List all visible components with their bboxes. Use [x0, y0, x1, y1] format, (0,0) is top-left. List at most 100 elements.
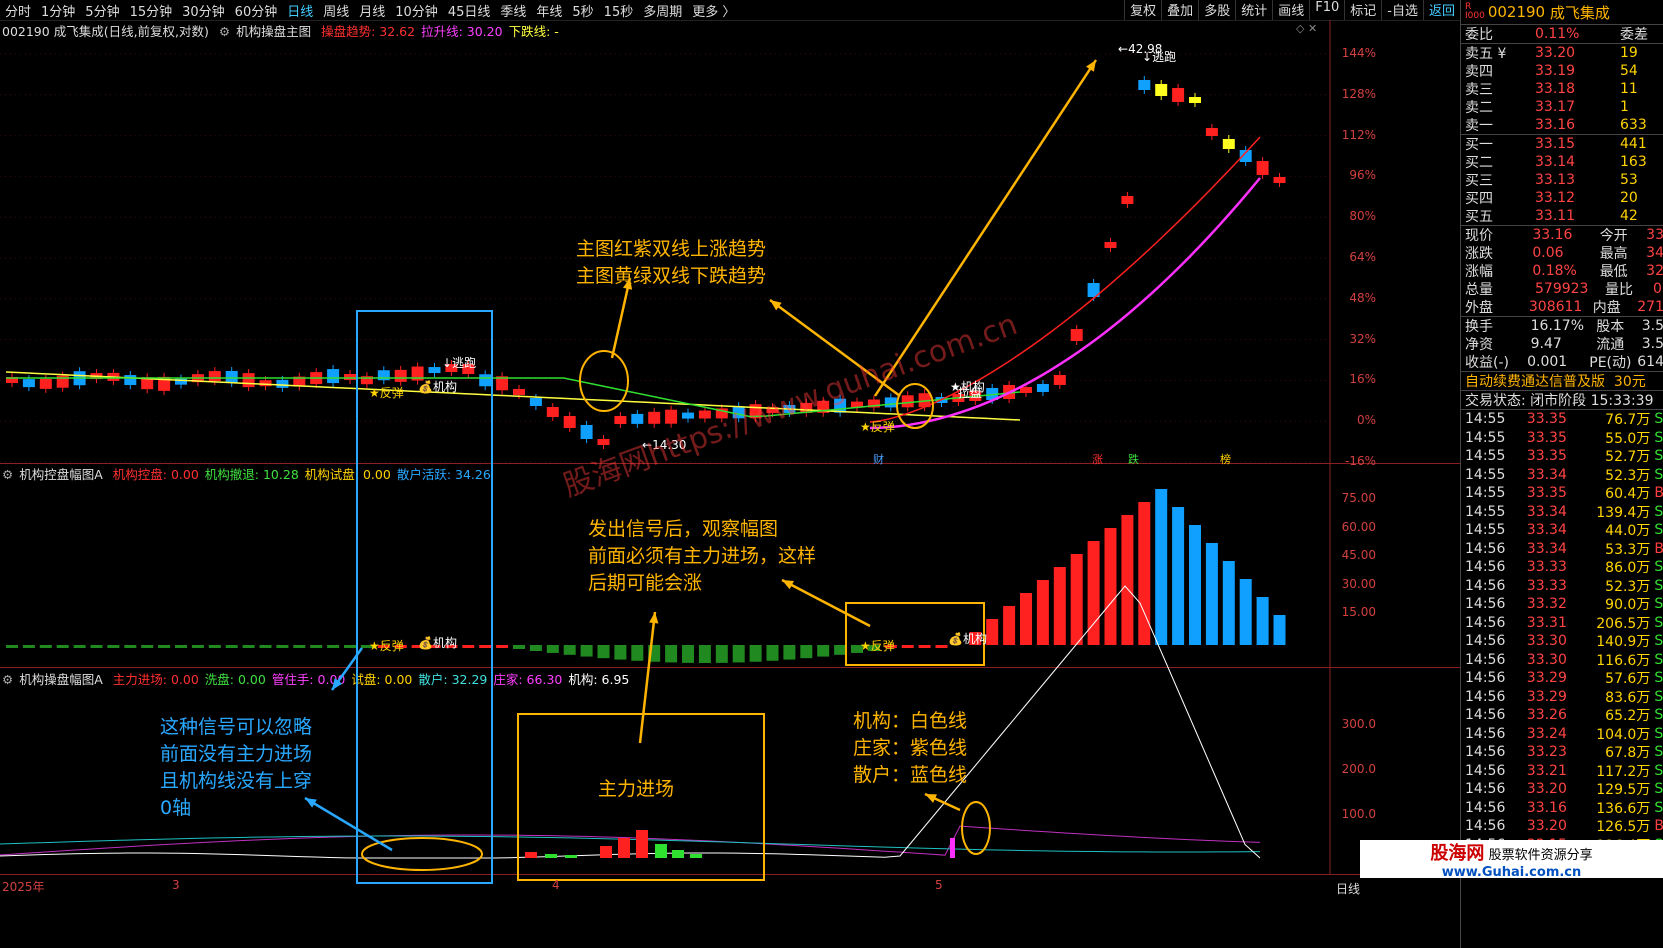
histogram-bar [1172, 507, 1185, 645]
order-row[interactable]: 卖三 33.18 11 [1465, 81, 1638, 98]
tick-row: 14:55 33.35 60.4万 B [1465, 485, 1663, 503]
arrow-head [782, 580, 794, 590]
histogram-bar [817, 645, 830, 657]
period-tab[interactable]: 30分钟 [182, 4, 225, 20]
histogram-bar [749, 645, 762, 662]
toolbar-button[interactable]: 画线 [1272, 0, 1309, 20]
event-marker-list[interactable]: 榜 [1220, 453, 1231, 466]
stock-stats: 换手 16.17% 股本 3.5 净资 9.47 流通 3.5 收益(-) 0.001 PE(动) 6… [1461, 317, 1663, 372]
settings-icon[interactable]: ⚙ [2, 672, 14, 687]
indicator-param: 机构控盘: 0.00 [112, 467, 199, 482]
settings-icon[interactable]: ⚙ [218, 24, 231, 39]
period-tab[interactable]: 周线 [323, 4, 350, 20]
tick-row: 14:56 33.32 90.0万 S [1465, 596, 1663, 614]
indicator-param: 庄家: 66.30 [493, 672, 563, 687]
histogram-bar [935, 645, 948, 648]
y-tick-label: 60.00 [1341, 519, 1376, 534]
footer-tab[interactable]: 日线 [1336, 882, 1361, 896]
info-row: 收益(-) 0.001 PE(动) 614 [1465, 354, 1663, 371]
x-axis-label: 4 [552, 878, 560, 892]
toolbar-button[interactable]: F10 [1309, 0, 1344, 20]
y-tick-label: 32% [1349, 331, 1376, 346]
period-tab[interactable]: 5分钟 [85, 4, 120, 20]
order-row[interactable]: 买一 33.15 441 [1465, 136, 1647, 153]
period-toolbar: 分时 1分钟 5分钟 15分钟 30分钟 60分钟 日线 周线 月线 10分钟 45日线 季线 年线 5秒… [0, 0, 1460, 21]
order-row[interactable]: 买五 33.11 42 [1465, 208, 1638, 225]
event-marker-rise[interactable]: 涨 [1092, 453, 1103, 466]
tick-row: 14:56 33.30 140.9万 S [1465, 633, 1663, 651]
panel3-info: ⚙ 机构操盘幅图A 主力进场: 0.00 洗盘: 0.00 管住手: 0.00 试盘: … [2, 669, 641, 688]
institution-signal: 💰机构 [418, 380, 457, 394]
histogram-bar [1256, 597, 1269, 645]
order-row[interactable]: 买三 33.13 53 [1465, 172, 1638, 189]
toolbar-button[interactable]: 标记 [1344, 0, 1381, 20]
toolbar-button[interactable]: 多股 [1198, 0, 1235, 20]
entry-bar [618, 838, 630, 858]
tick-row: 14:55 33.34 44.0万 S [1465, 522, 1663, 540]
histogram-bar [158, 645, 171, 648]
period-tab[interactable]: 5秒 [572, 4, 594, 20]
order-row[interactable]: 卖一 33.16 633 [1465, 117, 1647, 134]
entry-bar [672, 850, 684, 858]
stock-header: R I000 002190 成飞集成 [1461, 0, 1663, 25]
period-tab[interactable]: 日线 [287, 4, 314, 20]
period-tab[interactable]: 15秒 [603, 4, 634, 20]
panel-controls[interactable]: ◇ ✕ [1296, 22, 1318, 35]
y-tick-label: 75.00 [1341, 491, 1376, 505]
order-row[interactable]: 卖四 33.19 54 [1465, 63, 1638, 80]
histogram-bar [580, 645, 593, 657]
arrow-head [770, 300, 782, 311]
period-tab[interactable]: 季线 [500, 4, 527, 20]
period-tab[interactable]: 1分钟 [41, 4, 76, 20]
toolbar-button[interactable]: 复权 [1124, 0, 1161, 20]
y-tick-label: 30.00 [1341, 576, 1376, 591]
tick-row: 14:55 33.35 52.7万 S [1465, 448, 1663, 466]
panel3-title: 机构操盘幅图A [19, 672, 103, 687]
period-tab[interactable]: 年线 [536, 4, 563, 20]
entry-bar [525, 852, 537, 858]
price-chart-canvas[interactable] [0, 20, 1460, 948]
tick-row: 14:56 33.31 206.5万 S [1465, 614, 1663, 632]
y-tick-label: 45.00 [1341, 548, 1376, 562]
y-tick-label: 128% [1341, 86, 1376, 101]
indicator-param: 散户活跃: 34.26 [396, 467, 491, 482]
toolbar-button[interactable]: 叠加 [1161, 0, 1198, 20]
order-row[interactable]: 买二 33.14 163 [1465, 154, 1647, 171]
order-row[interactable]: 卖五 ¥33.20 19 [1465, 45, 1638, 62]
period-tab[interactable]: 10分钟 [395, 4, 438, 20]
histogram-bar [22, 645, 35, 648]
histogram-bar [597, 645, 610, 659]
lift-line [869, 177, 1261, 430]
info-row: 净资 9.47 流通 3.5 [1465, 336, 1663, 353]
toolbar-button[interactable]: -自选 [1381, 0, 1423, 20]
period-tab[interactable]: 60分钟 [234, 4, 278, 20]
main-panel-info: 002190 成飞集成(日线,前复权,对数) ⚙ 机构操盘主图 操盘趋势: 32.… [2, 21, 571, 40]
event-marker-fall[interactable]: 跌 [1128, 453, 1139, 466]
period-tab[interactable]: 15分钟 [129, 4, 173, 20]
institution-signal: 💰机构 [948, 632, 987, 646]
histogram-bar [614, 645, 627, 660]
wei-row: 委比 0.11% 委差 [1461, 25, 1663, 44]
histogram-bar [39, 645, 52, 648]
dealer-line [0, 825, 1261, 856]
promo-row[interactable]: 自动续费通达信普及版 30元 [1461, 372, 1663, 391]
order-row[interactable]: 卖二 33.17 1 [1465, 99, 1629, 116]
period-tab[interactable]: 更多 〉 [692, 4, 736, 20]
period-tab[interactable]: 分时 [5, 4, 32, 20]
event-marker-finance[interactable]: 财 [873, 453, 884, 466]
boost-signal: 拉盘 [958, 386, 983, 400]
info-row: 涨跌 0.06 最高 34 [1465, 245, 1663, 262]
toolbar-button[interactable]: 返回 [1422, 0, 1460, 20]
period-tab[interactable]: 月线 [359, 4, 386, 20]
order-row[interactable]: 买四 33.12 20 [1465, 190, 1638, 207]
histogram-bar [682, 645, 694, 663]
histogram-bar [360, 645, 373, 648]
toolbar-button[interactable]: 统计 [1235, 0, 1272, 20]
period-tab[interactable]: 45日线 [447, 4, 491, 20]
period-tab[interactable]: 多周期 [643, 4, 683, 20]
tick-list[interactable]: 14:55 33.35 76.7万 S 14:55 33.35 55.0万 S 14:55 33.… [1461, 410, 1663, 873]
indicator-param: 散户: 32.29 [418, 672, 488, 687]
histogram-bar [73, 645, 86, 648]
settings-icon[interactable]: ⚙ [2, 467, 14, 482]
arrow-head [925, 794, 937, 803]
